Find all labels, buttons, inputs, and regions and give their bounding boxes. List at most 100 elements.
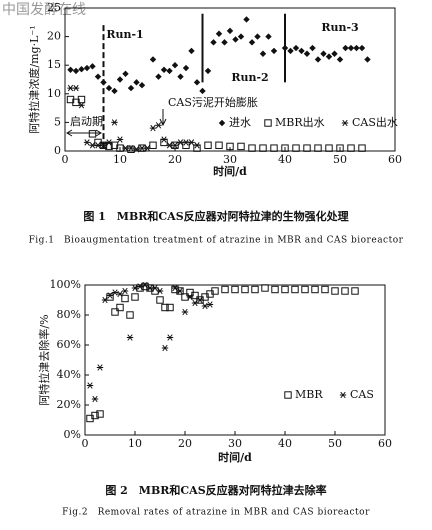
point <box>116 136 124 143</box>
annotation: Run-3 <box>321 21 358 34</box>
point <box>342 44 349 52</box>
point <box>206 301 214 308</box>
y-tick-label: 10 <box>47 87 61 100</box>
x-tick-label: 0 <box>62 153 69 166</box>
y-tick-label: 60% <box>57 338 81 351</box>
point <box>188 47 195 55</box>
point <box>271 285 279 294</box>
point <box>358 44 366 52</box>
point <box>248 144 256 152</box>
point <box>106 292 114 299</box>
point <box>331 287 339 295</box>
point <box>136 283 144 290</box>
point <box>358 144 366 152</box>
point <box>341 287 349 295</box>
point <box>166 334 174 341</box>
point <box>91 411 99 420</box>
point <box>127 84 135 92</box>
legend-marker <box>284 391 292 399</box>
point <box>141 281 149 289</box>
point <box>292 44 300 52</box>
point <box>144 144 151 152</box>
point <box>270 47 278 55</box>
y-tick-label: 15 <box>47 58 61 71</box>
point <box>122 70 129 77</box>
point <box>86 382 94 389</box>
point <box>188 139 195 146</box>
point <box>149 56 157 63</box>
point <box>149 141 157 149</box>
point <box>215 141 223 149</box>
x-tick-label: 20 <box>168 153 182 166</box>
annotation: CAS污泥开始膨胀 <box>168 95 258 109</box>
point <box>347 144 355 152</box>
point <box>151 284 159 292</box>
point <box>281 144 289 152</box>
caption: 图 2 MBR和CAS反应器对阿特拉津去除率 <box>105 483 326 497</box>
point <box>67 84 74 92</box>
y-tick-label: 80% <box>57 308 81 321</box>
x-tick-label: 30 <box>223 153 237 166</box>
point <box>181 308 189 316</box>
point <box>126 311 134 319</box>
point <box>177 139 184 146</box>
point <box>171 284 179 292</box>
point <box>83 139 91 146</box>
point <box>261 284 269 292</box>
x-tick-label: 60 <box>378 437 392 450</box>
point <box>364 56 371 63</box>
x-axis-label: 时间/d <box>213 164 247 178</box>
point <box>155 73 162 80</box>
plot-frame <box>84 284 386 436</box>
point <box>291 285 299 294</box>
annotation: 启动期 <box>70 115 103 128</box>
point <box>231 285 239 294</box>
point <box>78 102 85 109</box>
point <box>336 56 344 63</box>
point <box>161 303 169 312</box>
point <box>259 144 267 152</box>
point <box>160 66 168 73</box>
point <box>186 293 194 301</box>
point <box>292 144 300 152</box>
point <box>89 142 96 149</box>
point <box>83 64 91 72</box>
point <box>121 294 129 303</box>
x-axis-label: 时间/d <box>218 450 252 464</box>
point <box>177 73 184 80</box>
point <box>171 142 179 149</box>
x-tick-label: 50 <box>333 153 347 166</box>
x-tick-label: 50 <box>328 437 342 450</box>
point <box>101 296 109 304</box>
point <box>196 296 204 304</box>
point <box>105 139 113 146</box>
point <box>265 33 272 40</box>
point <box>237 33 245 40</box>
point <box>353 44 360 52</box>
x-tick-label: 60 <box>388 153 402 166</box>
point <box>67 66 74 73</box>
watermark: 中国发酵在线 <box>2 2 86 18</box>
point <box>301 285 309 294</box>
point <box>133 79 140 86</box>
point <box>131 293 139 301</box>
legend-marker <box>218 119 226 127</box>
point <box>193 79 201 86</box>
y-tick-label: 0% <box>64 428 81 441</box>
point <box>215 30 223 37</box>
point <box>166 67 173 75</box>
point <box>155 122 162 129</box>
point <box>320 50 327 57</box>
x-tick-label: 40 <box>278 437 292 450</box>
point <box>193 142 201 149</box>
annotation: Run-2 <box>231 71 268 84</box>
point <box>96 410 104 418</box>
point <box>160 136 168 143</box>
point <box>116 76 124 83</box>
point <box>126 334 134 341</box>
legend-label: MBR <box>295 388 323 401</box>
x-tick-label: 30 <box>228 437 242 450</box>
legend-label: MBR出水 <box>275 115 325 129</box>
point <box>100 142 107 149</box>
